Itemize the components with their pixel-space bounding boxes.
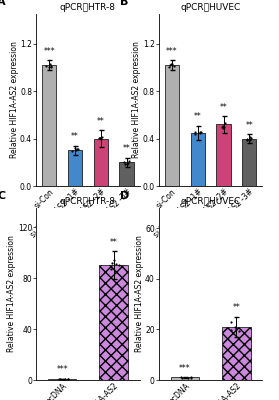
Point bbox=[123, 161, 128, 168]
Point bbox=[99, 136, 103, 142]
Point bbox=[75, 146, 79, 152]
Text: ***: *** bbox=[43, 47, 55, 56]
Point bbox=[98, 135, 102, 142]
Point bbox=[188, 374, 193, 380]
Point bbox=[56, 376, 61, 382]
Point bbox=[244, 136, 249, 142]
Point bbox=[116, 262, 121, 268]
Text: ***: *** bbox=[179, 364, 191, 373]
Point bbox=[168, 62, 172, 68]
Point bbox=[222, 124, 226, 130]
Bar bbox=[94, 138, 108, 186]
Y-axis label: Relative HIF1A-AS2 expression: Relative HIF1A-AS2 expression bbox=[135, 236, 144, 352]
Point bbox=[49, 63, 53, 70]
Point bbox=[70, 148, 74, 155]
Title: qPCR，HTR-8: qPCR，HTR-8 bbox=[60, 197, 116, 206]
Point bbox=[172, 62, 176, 69]
Point bbox=[96, 134, 101, 141]
Point bbox=[126, 160, 131, 166]
Point bbox=[48, 60, 52, 67]
Bar bbox=[119, 162, 134, 186]
Point bbox=[221, 123, 225, 129]
Text: **: ** bbox=[71, 132, 79, 141]
Point bbox=[193, 131, 197, 137]
Point bbox=[49, 63, 53, 70]
Text: **: ** bbox=[246, 120, 253, 130]
Text: A: A bbox=[0, 0, 6, 7]
Point bbox=[112, 257, 116, 263]
Point bbox=[221, 125, 225, 131]
Text: D: D bbox=[120, 191, 129, 201]
Point bbox=[100, 134, 104, 140]
Point bbox=[233, 324, 237, 331]
Bar bbox=[42, 65, 56, 186]
Point bbox=[198, 129, 202, 135]
Point bbox=[127, 158, 131, 164]
Point bbox=[247, 134, 252, 140]
Point bbox=[73, 145, 77, 152]
Point bbox=[114, 261, 119, 268]
Point bbox=[220, 124, 225, 130]
Point bbox=[198, 130, 202, 136]
Point bbox=[189, 374, 193, 381]
Point bbox=[245, 137, 250, 143]
Title: qPCR，HTR-8: qPCR，HTR-8 bbox=[60, 3, 116, 12]
Point bbox=[58, 376, 62, 382]
Bar bbox=[165, 65, 179, 186]
Text: ***: *** bbox=[166, 47, 178, 56]
Bar bbox=[191, 133, 205, 186]
Point bbox=[233, 326, 238, 332]
Point bbox=[66, 376, 70, 382]
Bar bbox=[48, 379, 76, 380]
Text: **: ** bbox=[97, 117, 105, 126]
Point bbox=[74, 147, 78, 153]
Point bbox=[236, 328, 241, 334]
Y-axis label: Relative HIF1A-AS2 expression: Relative HIF1A-AS2 expression bbox=[7, 236, 16, 352]
Point bbox=[109, 266, 114, 272]
Point bbox=[249, 134, 254, 141]
Text: B: B bbox=[120, 0, 128, 7]
Point bbox=[62, 376, 67, 382]
Y-axis label: Relative HIF1A-AS2 expression: Relative HIF1A-AS2 expression bbox=[132, 42, 141, 158]
Title: qPCR，HUVEC: qPCR，HUVEC bbox=[181, 197, 241, 206]
Title: qPCR，HUVEC: qPCR，HUVEC bbox=[181, 3, 241, 12]
Text: **: ** bbox=[220, 103, 227, 112]
Text: **: ** bbox=[233, 304, 240, 312]
Point bbox=[193, 129, 197, 136]
Point bbox=[229, 319, 233, 326]
Point bbox=[44, 63, 49, 70]
Bar bbox=[242, 138, 256, 186]
Point bbox=[170, 61, 174, 68]
Bar bbox=[100, 265, 128, 380]
Point bbox=[66, 376, 71, 382]
Point bbox=[122, 158, 126, 165]
Point bbox=[98, 134, 103, 141]
Text: **: ** bbox=[194, 112, 202, 121]
Text: C: C bbox=[0, 191, 5, 201]
Bar bbox=[68, 150, 82, 186]
Point bbox=[179, 374, 184, 381]
Point bbox=[223, 119, 228, 126]
Text: ***: *** bbox=[56, 365, 68, 374]
Point bbox=[180, 374, 184, 381]
Point bbox=[110, 260, 114, 266]
Point bbox=[198, 128, 203, 135]
Bar bbox=[171, 378, 199, 380]
Bar bbox=[222, 327, 251, 380]
Point bbox=[247, 137, 252, 144]
Y-axis label: Relative HIF1A-AS2 expression: Relative HIF1A-AS2 expression bbox=[9, 42, 19, 158]
Bar bbox=[217, 124, 231, 186]
Point bbox=[186, 374, 191, 381]
Point bbox=[76, 146, 80, 152]
Text: **: ** bbox=[123, 144, 131, 153]
Point bbox=[229, 327, 234, 333]
Point bbox=[47, 64, 51, 70]
Point bbox=[167, 64, 172, 70]
Point bbox=[124, 161, 129, 167]
Text: **: ** bbox=[110, 238, 117, 247]
Point bbox=[169, 61, 173, 68]
